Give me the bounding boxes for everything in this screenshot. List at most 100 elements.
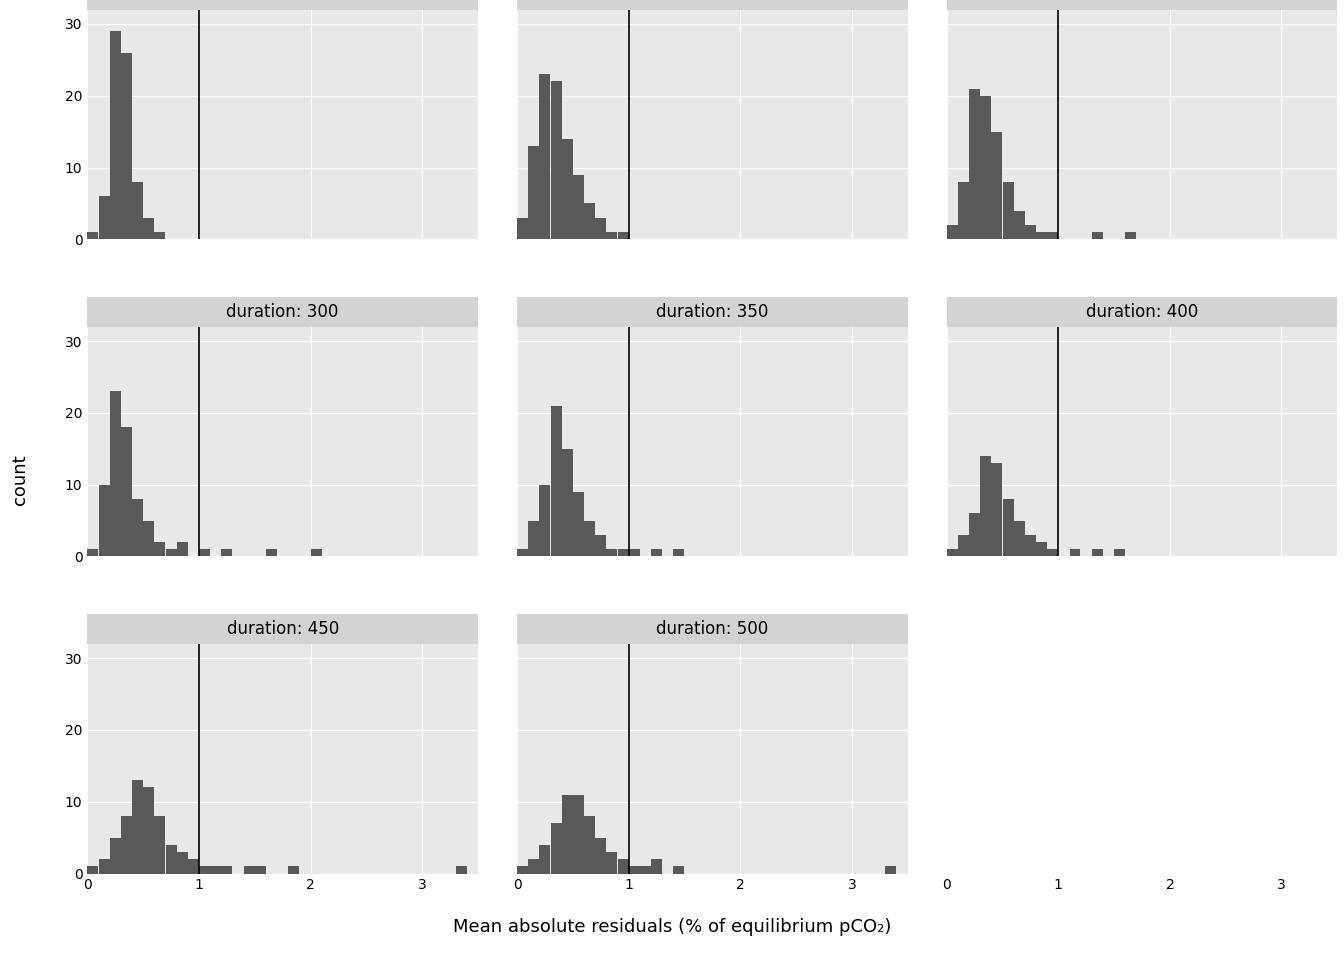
Bar <box>188 859 199 874</box>
Bar <box>539 845 551 874</box>
Bar <box>289 867 300 874</box>
Bar <box>585 520 595 557</box>
Bar <box>606 232 617 239</box>
Bar <box>946 225 958 239</box>
Bar <box>585 204 595 239</box>
Bar <box>673 867 684 874</box>
Bar <box>98 485 110 557</box>
Text: duration: 450: duration: 450 <box>227 620 339 637</box>
Bar <box>640 867 650 874</box>
Bar <box>992 463 1003 557</box>
Bar <box>144 520 155 557</box>
Bar <box>562 139 573 239</box>
Bar <box>1025 535 1036 557</box>
Bar <box>155 816 165 874</box>
Bar <box>199 549 210 557</box>
Bar <box>310 549 321 557</box>
Bar <box>573 175 583 239</box>
Bar <box>1091 232 1103 239</box>
Bar <box>629 867 640 874</box>
Bar <box>517 614 907 644</box>
Bar <box>517 297 907 326</box>
Bar <box>1047 549 1058 557</box>
Text: duration: 500: duration: 500 <box>656 620 769 637</box>
Text: Mean absolute residuals (% of equilibrium pCO₂): Mean absolute residuals (% of equilibriu… <box>453 918 891 936</box>
Bar <box>144 787 155 874</box>
Bar <box>1114 549 1125 557</box>
Bar <box>517 0 907 10</box>
Bar <box>517 218 528 239</box>
Bar <box>1036 542 1047 557</box>
Bar <box>629 549 640 557</box>
Bar <box>98 859 110 874</box>
Bar <box>1125 232 1136 239</box>
Bar <box>1013 210 1024 239</box>
Bar <box>1003 499 1013 557</box>
Bar <box>1013 520 1024 557</box>
Text: duration: 300: duration: 300 <box>227 302 339 321</box>
Bar <box>132 182 142 239</box>
Bar <box>618 859 629 874</box>
Bar <box>155 232 165 239</box>
Bar <box>595 535 606 557</box>
Bar <box>562 795 573 874</box>
Bar <box>606 549 617 557</box>
Text: duration: 150: duration: 150 <box>227 0 339 4</box>
Bar <box>266 549 277 557</box>
Bar <box>618 232 629 239</box>
Bar <box>562 448 573 557</box>
Bar <box>958 182 969 239</box>
Bar <box>969 514 980 557</box>
Bar <box>551 82 562 239</box>
Bar <box>110 31 121 239</box>
Bar <box>87 549 98 557</box>
Bar <box>618 549 629 557</box>
Text: count: count <box>11 455 28 505</box>
Bar <box>528 146 539 239</box>
Bar <box>946 297 1337 326</box>
Bar <box>222 867 233 874</box>
Bar <box>87 867 98 874</box>
Bar <box>595 218 606 239</box>
Bar <box>517 867 528 874</box>
Bar <box>110 838 121 874</box>
Bar <box>121 427 132 557</box>
Text: duration: 250: duration: 250 <box>1086 0 1198 4</box>
Bar <box>886 867 896 874</box>
Bar <box>98 196 110 239</box>
Bar <box>969 88 980 239</box>
Bar <box>1091 549 1103 557</box>
Bar <box>165 549 176 557</box>
Bar <box>199 867 210 874</box>
Bar <box>87 297 478 326</box>
Bar <box>1047 232 1058 239</box>
Bar <box>121 53 132 239</box>
Bar <box>992 132 1003 239</box>
Bar <box>87 232 98 239</box>
Bar <box>980 456 992 557</box>
Bar <box>210 867 222 874</box>
Bar <box>539 74 551 239</box>
Bar <box>551 406 562 557</box>
Bar <box>573 795 583 874</box>
Bar <box>132 780 142 874</box>
Bar <box>177 852 188 874</box>
Bar <box>673 549 684 557</box>
Bar <box>222 549 233 557</box>
Bar <box>1025 225 1036 239</box>
Bar <box>585 816 595 874</box>
Bar <box>958 535 969 557</box>
Bar <box>606 852 617 874</box>
Bar <box>650 549 663 557</box>
Bar <box>539 485 551 557</box>
Bar <box>946 0 1337 10</box>
Bar <box>121 816 132 874</box>
Text: duration: 350: duration: 350 <box>656 302 769 321</box>
Bar <box>1003 182 1013 239</box>
Bar <box>243 867 254 874</box>
Bar <box>528 859 539 874</box>
Bar <box>255 867 266 874</box>
Bar <box>595 838 606 874</box>
Bar <box>573 492 583 557</box>
Bar <box>1036 232 1047 239</box>
